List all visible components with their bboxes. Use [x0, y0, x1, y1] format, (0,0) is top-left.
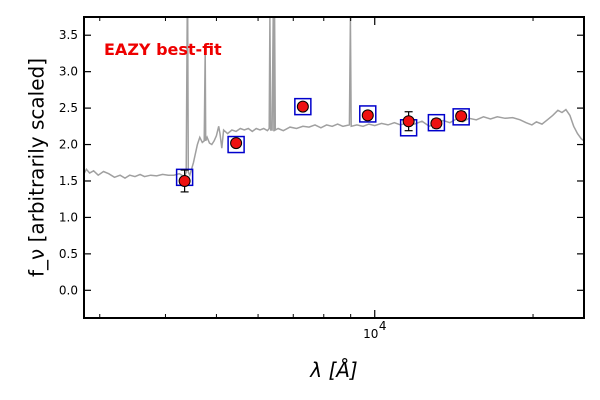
observed-data-point — [178, 169, 191, 193]
y-tick-label: 2.0 — [59, 138, 78, 152]
y-tick-label: 2.5 — [59, 101, 78, 115]
model-photometry-square — [227, 135, 245, 154]
model-spectrum-line — [83, 16, 585, 179]
observed-marker — [402, 115, 415, 128]
y-tick-label: 1.5 — [59, 174, 78, 188]
x-axis-label: λ [Å] — [309, 358, 357, 382]
best-fit-annotation: EAZY best-fit — [104, 40, 222, 59]
model-photometry-square — [294, 97, 312, 116]
model-spectrum-layer — [83, 16, 585, 179]
model-photometry-square — [427, 113, 446, 132]
y-axis-label: f_ν [arbitrarily scaled] — [25, 58, 49, 277]
y-tick-label: 3.5 — [59, 28, 78, 42]
observed-marker — [230, 137, 243, 150]
axis-ticks-layer: 0.0 0.5 1.0 1.5 2.0 2.5 3.0 3.5 104 — [59, 17, 584, 341]
y-tick-label: 0.5 — [59, 247, 78, 261]
plot-frame — [83, 16, 585, 319]
x-tick-label-base: 10 — [363, 327, 378, 341]
observed-data-point — [402, 111, 415, 132]
observed-marker — [361, 109, 374, 122]
observed-data-point — [361, 109, 374, 122]
model-photometry-square — [452, 108, 470, 126]
observed-marker — [430, 117, 443, 130]
model-photometry-square — [359, 105, 377, 123]
observed-photometry-layer — [178, 100, 468, 193]
observed-data-point — [455, 110, 468, 123]
x-tick-label-exponent: 4 — [379, 319, 387, 333]
observed-data-point — [296, 100, 309, 113]
observed-marker — [455, 110, 468, 123]
y-tick-label: 3.0 — [59, 65, 78, 79]
observed-data-point — [430, 117, 443, 130]
observed-marker — [178, 174, 191, 187]
y-tick-label: 1.0 — [59, 210, 78, 224]
y-tick-label: 0.0 — [59, 283, 78, 297]
observed-marker — [296, 100, 309, 113]
observed-data-point — [230, 137, 243, 150]
